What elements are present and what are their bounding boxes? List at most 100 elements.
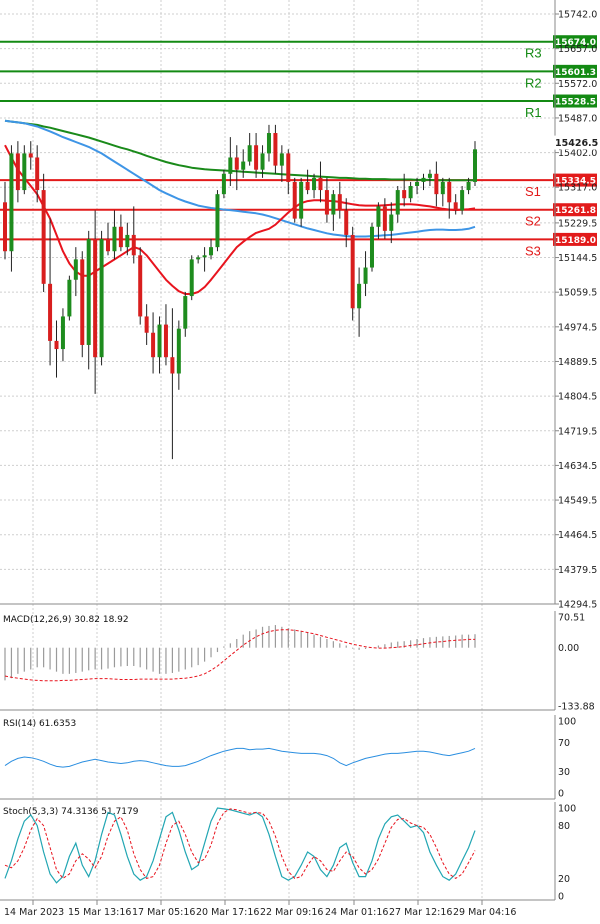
candle-body [176, 328, 181, 374]
macd-tick-label: -133.88 [558, 702, 595, 713]
candle-body [318, 177, 323, 191]
level-price-r3: 15674.0 [555, 38, 596, 48]
candle-body [73, 259, 78, 280]
candle-body [22, 153, 27, 191]
candle-body [299, 181, 304, 219]
level-name-r2: R2 [525, 75, 542, 90]
candle-body [118, 226, 123, 248]
ma-green-line [4, 119, 475, 182]
candle-body [48, 283, 53, 341]
candle-body [395, 190, 400, 215]
candle-body [209, 247, 214, 256]
ma-blue-line [4, 119, 476, 238]
x-tick-label: 15 Mar 13:16 [68, 907, 131, 918]
candle-body [273, 133, 278, 166]
candle-body [54, 340, 59, 350]
candle-body [144, 316, 149, 333]
x-axis: 14 Mar 2023 15 Mar 13:16 17 Mar 05:16 20 Ma… [4, 900, 516, 918]
candle-body [363, 267, 368, 284]
x-tick-label: 27 Mar 12:16 [389, 907, 452, 918]
macd-tick-label: 0.00 [558, 643, 579, 654]
candle-body [28, 153, 33, 158]
candle-body [331, 194, 336, 215]
candle-body [80, 259, 85, 345]
price-tick-label: 14379.5 [558, 565, 597, 576]
price-tick-label: 14464.5 [558, 530, 597, 541]
candle-body [241, 161, 246, 170]
price-panel: 15674.0 R3 15601.3 R2 15528.5 R1 15334.5 S1 1526… [0, 0, 598, 900]
stoch-panel: Stoch(5,3,3) 74.3136 51.7179 100 80 20 0 [0, 802, 576, 903]
level-tag-s2 [553, 203, 597, 217]
candle-body [434, 173, 439, 195]
price-tick-label: 15742.0 [558, 10, 597, 21]
candle-body [131, 234, 136, 256]
stoch-tick-label: 20 [558, 874, 570, 885]
price-tick-label: 15487.0 [558, 113, 597, 124]
candle-body [125, 234, 130, 248]
level-tag-r1 [553, 94, 597, 108]
candle-body [337, 194, 342, 211]
candle-body [389, 214, 394, 231]
candle-body [151, 332, 156, 358]
candle-body [35, 157, 40, 191]
candle-body [170, 357, 175, 374]
candle-body [106, 238, 111, 252]
level-name-s1: S1 [525, 184, 541, 199]
candle-body [163, 324, 168, 358]
price-tick-label: 14889.5 [558, 357, 597, 368]
candle-body [382, 206, 387, 231]
stoch-tick-label: 0 [558, 892, 564, 903]
candle-body [15, 153, 20, 191]
rsi-tick-label: 100 [558, 717, 576, 728]
price-tick-label: 14549.5 [558, 496, 597, 507]
candle-body [421, 177, 426, 182]
price-tick-label: 15402.0 [558, 148, 597, 159]
candle-body [408, 186, 413, 199]
candle-body [196, 257, 201, 260]
price-tick-label: 14294.5 [558, 600, 597, 611]
price-tick-label: 15572.0 [558, 79, 597, 90]
candle-body [286, 153, 291, 182]
candle-body [453, 202, 458, 211]
stoch-label: Stoch(5,3,3) 74.3136 51.7179 [3, 807, 139, 817]
price-tick-label: 14634.5 [558, 461, 597, 472]
candle-body [350, 234, 355, 309]
candle-body [369, 226, 374, 268]
candle-body [221, 173, 226, 195]
candle-body [466, 181, 471, 191]
candle-body [312, 177, 317, 191]
stoch-d-line [4, 808, 476, 880]
price-tick-label: 15144.5 [558, 253, 597, 264]
rsi-tick-label: 30 [558, 767, 570, 778]
level-price-s1: 15334.5 [555, 177, 596, 187]
candle-body [324, 190, 329, 215]
candle-body [427, 173, 432, 178]
level-price-s3: 15189.0 [555, 236, 596, 246]
candle-body [86, 238, 91, 345]
candle-body [266, 133, 271, 154]
candle-body [460, 190, 465, 211]
candle-body [440, 181, 445, 195]
candle-body [112, 226, 117, 252]
level-price-r2: 15601.3 [555, 68, 596, 78]
candle-body [9, 153, 14, 252]
candle-body [254, 145, 259, 170]
level-tag-r3 [553, 35, 597, 49]
candle-body [344, 210, 349, 235]
level-name-r1: R1 [525, 105, 542, 120]
macd-signal-line [4, 629, 475, 682]
macd-label: MACD(12,26,9) 30.82 18.92 [3, 615, 129, 625]
candle-body [447, 181, 452, 203]
price-tick-label: 14719.5 [558, 426, 597, 437]
candle-body [202, 255, 207, 258]
candle-body [292, 181, 297, 219]
candle-body [67, 279, 72, 317]
macd-tick-label: 70.51 [558, 613, 585, 624]
x-tick-label: 29 Mar 04:16 [453, 907, 516, 918]
price-tick-label: 14974.5 [558, 322, 597, 333]
candle-body [93, 238, 98, 358]
x-tick-label: 22 Mar 09:16 [260, 907, 323, 918]
price-tick-label: 15229.5 [558, 218, 597, 229]
candle-body [183, 296, 188, 329]
